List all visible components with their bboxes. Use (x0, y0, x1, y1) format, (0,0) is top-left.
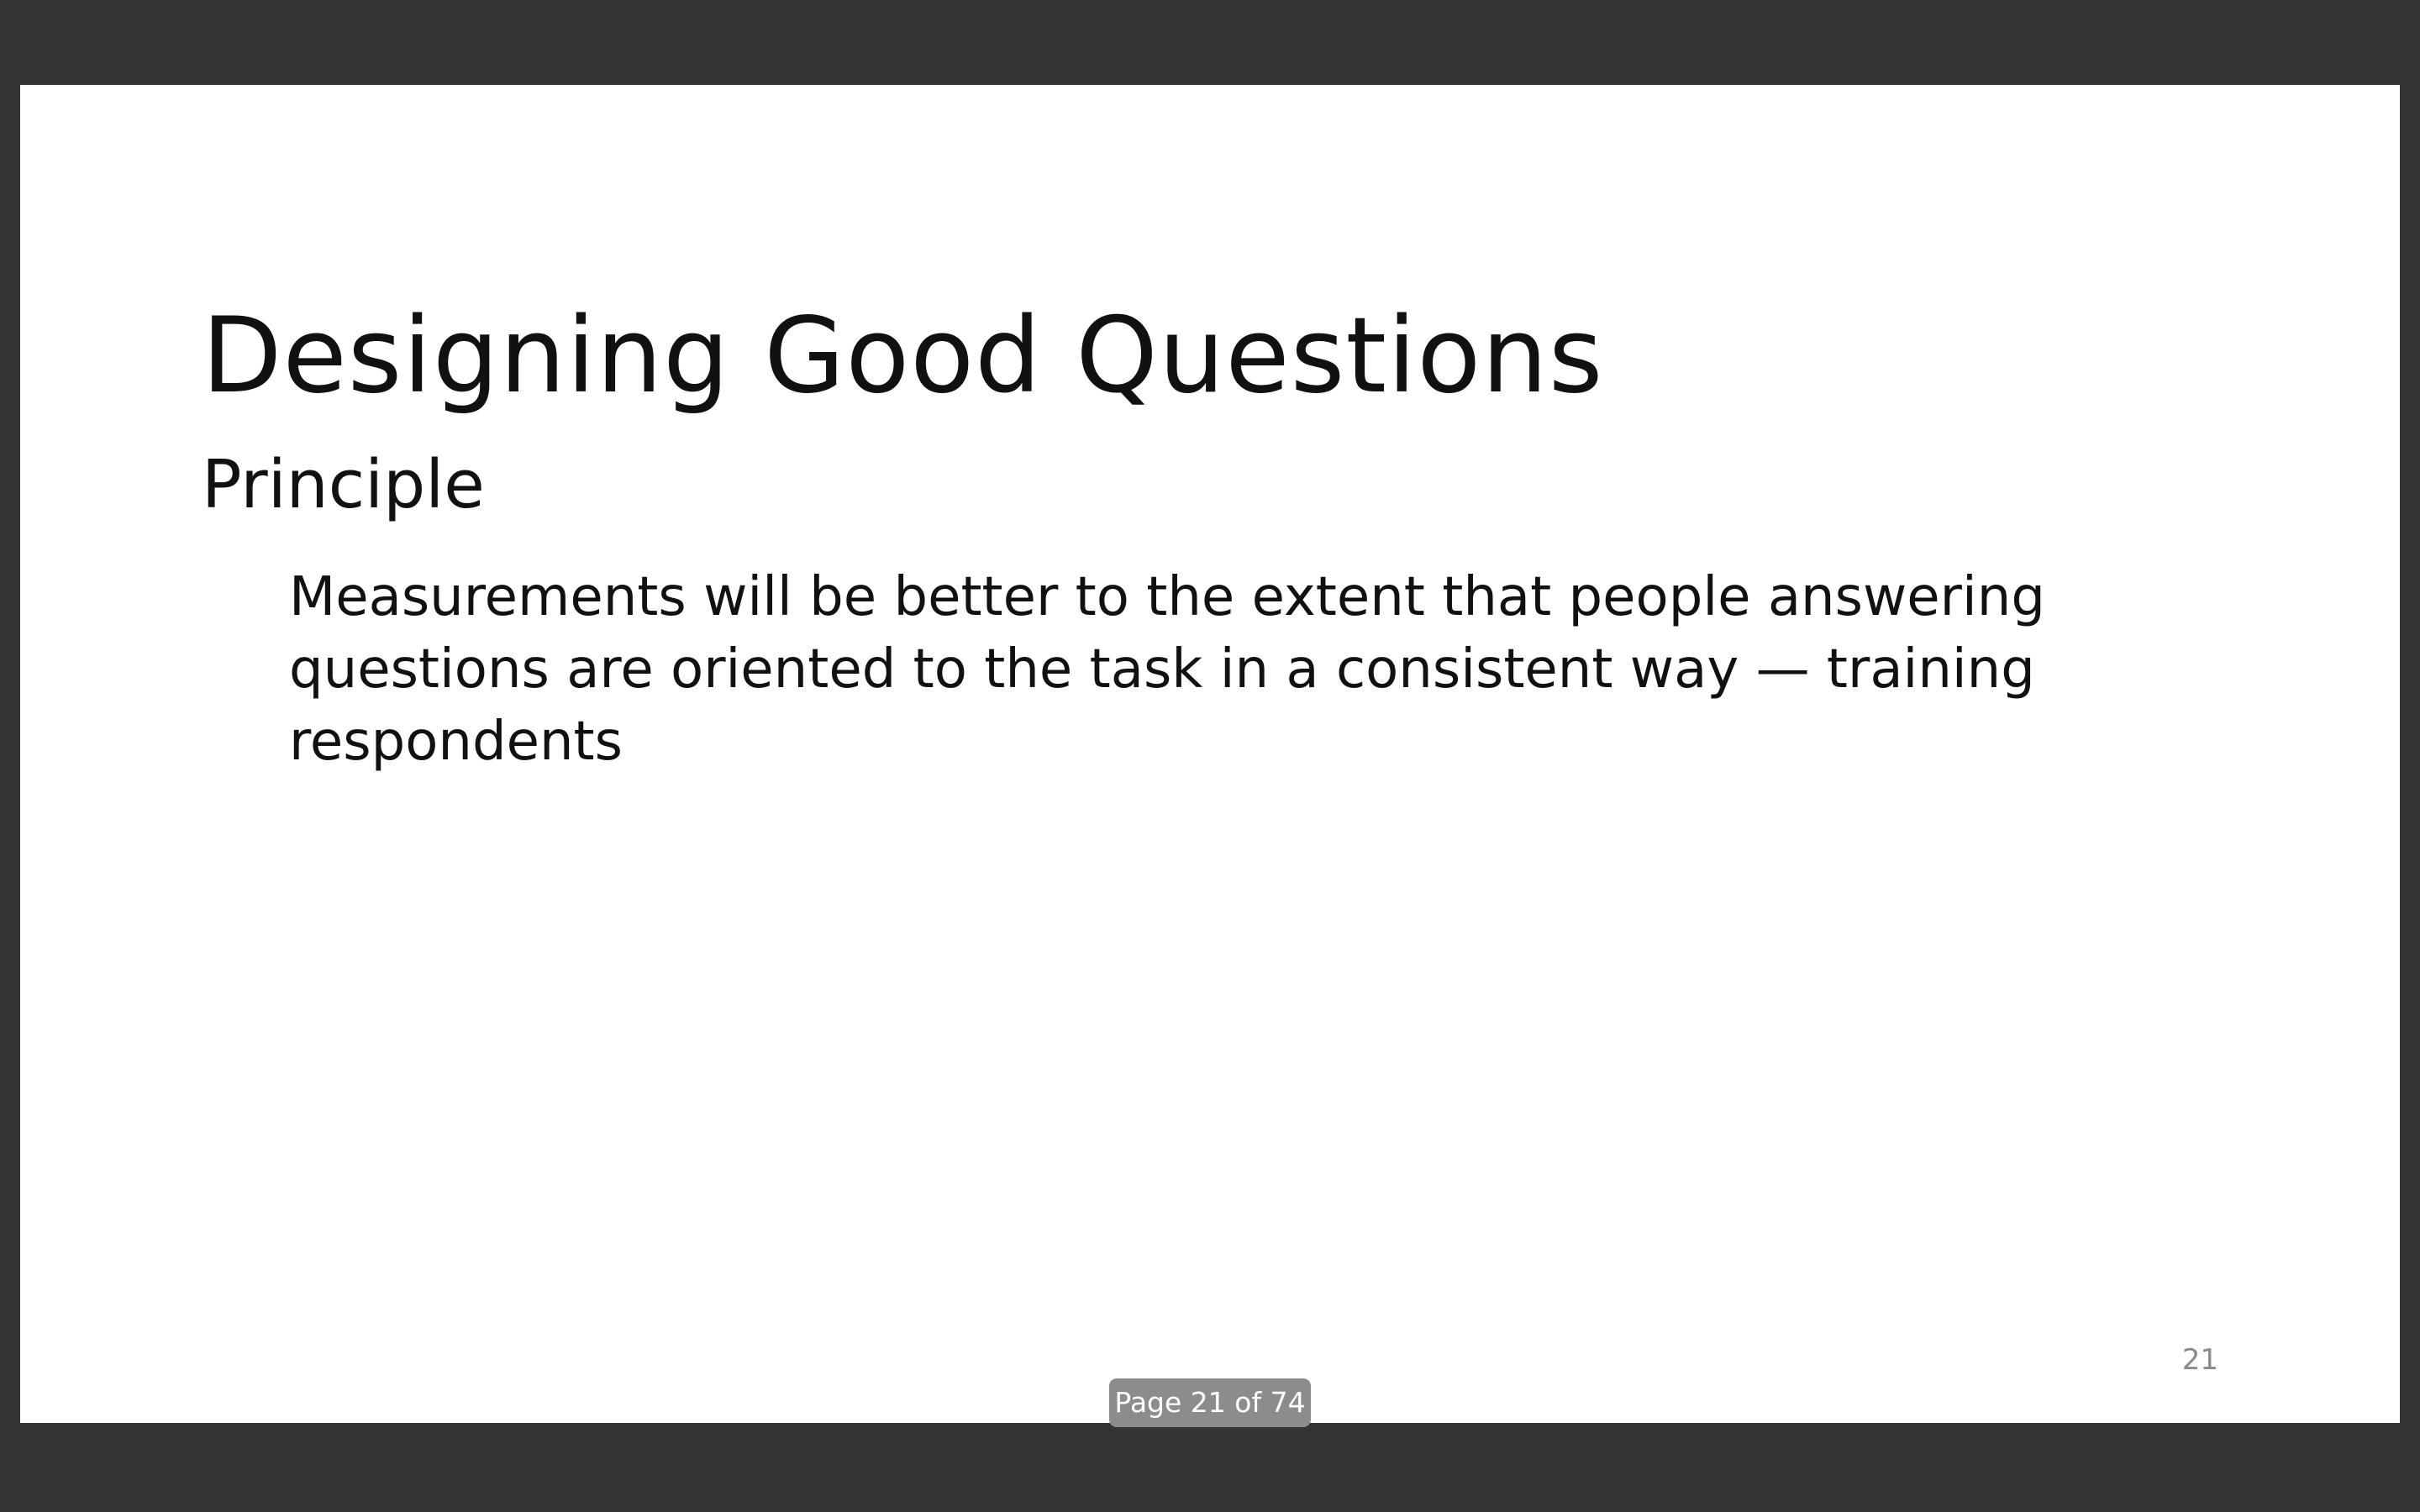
body-text: Measurements will be better to the exten… (289, 566, 2045, 773)
page-indicator: Page 21 of 74 (1109, 1378, 1311, 1427)
slide-page: Designing Good Questions Principle Measu… (20, 85, 2400, 1423)
section-heading: Principle (202, 446, 485, 523)
slide-number: 21 (2181, 1343, 2218, 1377)
slide-title: Designing Good Questions (202, 296, 1604, 417)
